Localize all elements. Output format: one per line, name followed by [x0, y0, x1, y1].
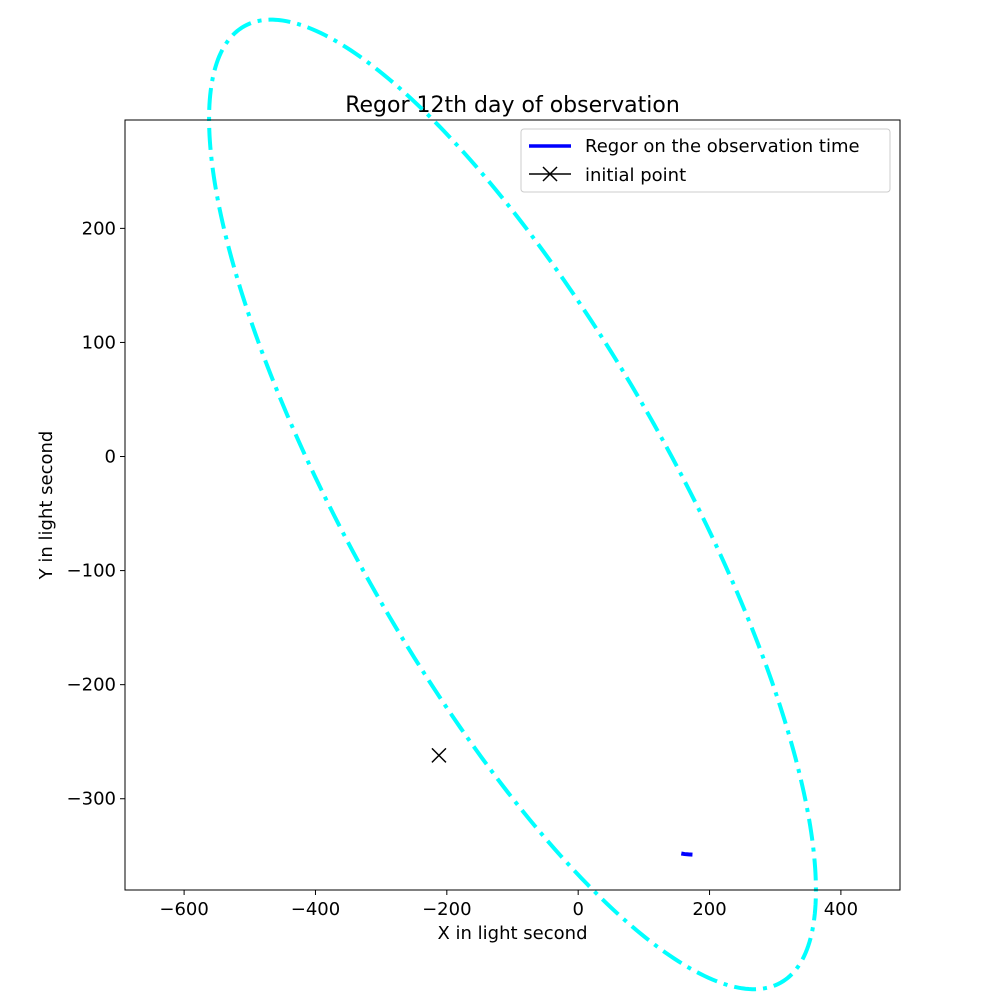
- y-tick-label: 200: [82, 218, 116, 239]
- y-tick-label: 100: [82, 332, 116, 353]
- observation-segment-layer: [680, 851, 693, 857]
- x-axis-ticks: −600 −400 −200 0 200 400: [159, 890, 858, 920]
- legend-x-marker-icon: [542, 166, 558, 182]
- orbit-path: [207, 17, 818, 992]
- initial-point-layer: [431, 747, 447, 763]
- x-axis-label: X in light second: [438, 923, 588, 944]
- x-tick-label: 0: [572, 899, 583, 920]
- x-tick-label: −600: [159, 899, 208, 920]
- plot-area: −600 −400 −200 0 200 400 −300 −200 −100 0 100 200: [67, 17, 901, 992]
- y-axis-ticks: −300 −200 −100 0 100 200: [67, 218, 125, 810]
- y-tick-label: −100: [67, 561, 116, 582]
- x-tick-label: −400: [291, 899, 340, 920]
- orbit-layer: [207, 17, 818, 992]
- x-tick-label: 200: [692, 899, 726, 920]
- legend: Regor on the observation time initial po…: [520, 128, 891, 193]
- y-tick-label: −200: [67, 675, 116, 696]
- legend-label-initial: initial point: [585, 165, 686, 186]
- initial-point-marker: [431, 747, 447, 763]
- y-axis-label: Y in light second: [36, 431, 57, 581]
- observation-segment: [680, 851, 693, 857]
- chart-title: Regor 12th day of observation: [345, 93, 680, 118]
- y-tick-label: 0: [105, 447, 116, 468]
- legend-frame: [520, 128, 891, 193]
- x-tick-label: 400: [824, 899, 858, 920]
- x-tick-label: −200: [422, 899, 471, 920]
- legend-label-observation: Regor on the observation time: [585, 136, 860, 157]
- y-tick-label: −300: [67, 789, 116, 810]
- plot-frame: [124, 119, 901, 891]
